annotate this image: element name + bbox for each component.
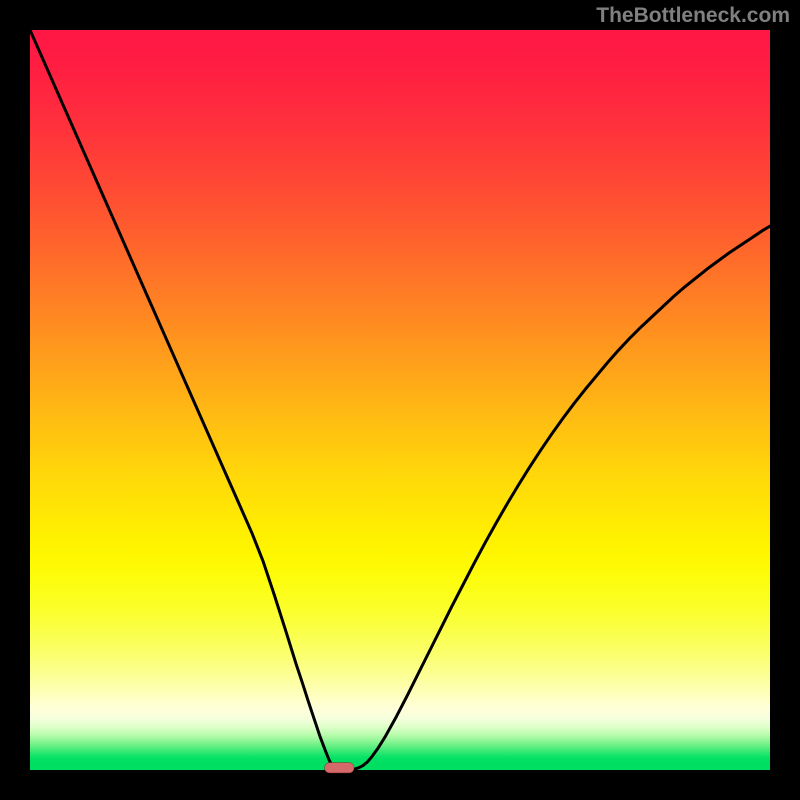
watermark-text: TheBottleneck.com (596, 4, 790, 28)
chart-container: TheBottleneck.com (0, 0, 800, 800)
chart-plot-area (30, 30, 770, 770)
bottleneck-chart (0, 0, 800, 800)
optimal-marker (325, 763, 355, 773)
